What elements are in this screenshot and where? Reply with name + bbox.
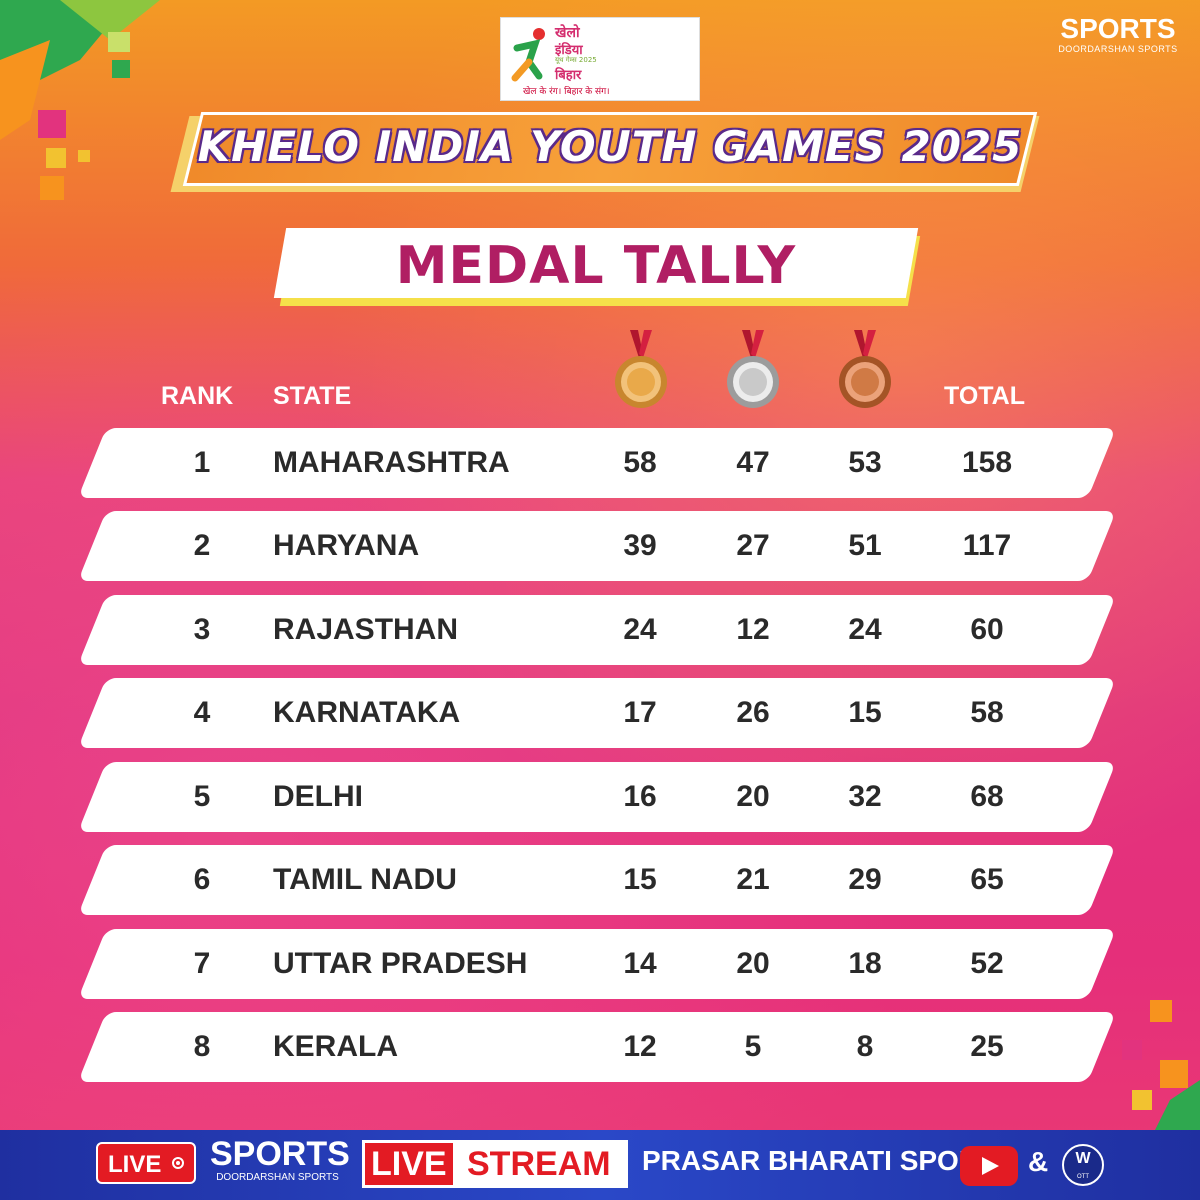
silver-cell: 27	[736, 529, 770, 562]
youtube-icon	[960, 1146, 1018, 1186]
rank-cell: 1	[193, 446, 211, 479]
state-cell: HARYANA	[273, 529, 420, 562]
sports-wordmark: SPORTS	[1060, 13, 1176, 44]
header-total: TOTAL	[944, 382, 1026, 410]
state-cell: RAJASTHAN	[273, 613, 459, 646]
gold-cell: 58	[623, 446, 657, 479]
bronze-medal-icon	[839, 330, 891, 408]
rank-cell: 5	[193, 780, 211, 813]
gold-cell: 15	[623, 863, 657, 896]
rank-cell: 6	[193, 863, 211, 896]
sports-subtitle: DOORDARSHAN SPORTS	[1058, 44, 1178, 54]
gold-cell: 12	[623, 1030, 657, 1063]
table-row: 4 KARNATAKA 17 26 15 58	[77, 678, 1118, 748]
live-badge: LIVE	[96, 1142, 196, 1184]
state-cell: KARNATAKA	[273, 696, 461, 729]
silver-cell: 21	[736, 863, 770, 896]
gold-cell: 39	[623, 529, 657, 562]
live-label: LIVE	[108, 1151, 162, 1178]
total-cell: 60	[970, 613, 1004, 646]
gold-medal-icon	[615, 330, 667, 408]
bronze-cell: 32	[848, 780, 882, 813]
stream-label: STREAM	[452, 1143, 625, 1185]
gold-cell: 16	[623, 780, 657, 813]
gold-cell: 14	[623, 947, 657, 980]
stream-live-label: LIVE	[365, 1143, 453, 1185]
table-row: 6 TAMIL NADU 15 21 29 65	[77, 845, 1118, 915]
state-cell: UTTAR PRADESH	[273, 947, 528, 980]
bronze-cell: 15	[848, 696, 882, 729]
table-row: 7 UTTAR PRADESH 14 20 18 52	[77, 929, 1118, 999]
corner-decoration	[0, 0, 160, 200]
total-cell: 58	[970, 696, 1004, 729]
footer-bar: LIVE SPORTS DOORDARSHAN SPORTS LIVE STRE…	[0, 1130, 1200, 1200]
bronze-cell: 8	[856, 1030, 874, 1063]
page-subtitle: MEDAL TALLY	[395, 236, 797, 296]
table-row: 8 KERALA 12 5 8 25	[77, 1012, 1118, 1082]
silver-cell: 5	[744, 1030, 762, 1063]
total-cell: 25	[970, 1030, 1004, 1063]
logo-line-1: खेलो	[555, 25, 580, 41]
page-title: KHELO INDIA YOUTH GAMES 2025	[197, 122, 1023, 171]
logo-line-4: बिहार	[555, 68, 582, 83]
ott-label: OTT	[1077, 1174, 1089, 1180]
logo-tagline: खेल के रंग। बिहार के संग।	[523, 87, 610, 97]
state-cell: MAHARASHTRA	[273, 446, 510, 479]
gold-cell: 24	[623, 613, 657, 646]
total-cell: 65	[970, 863, 1004, 896]
total-cell: 68	[970, 780, 1004, 813]
table-row: 1 MAHARASHTRA 58 47 53 158	[77, 428, 1118, 498]
footer-sports-subtitle: DOORDARSHAN SPORTS	[216, 1172, 339, 1183]
title-banner: KHELO INDIA YOUTH GAMES 2025	[170, 112, 1040, 194]
logo-line-3: यूथ गेम्स 2025	[555, 56, 597, 64]
rank-cell: 2	[193, 529, 211, 562]
state-cell: KERALA	[273, 1030, 398, 1063]
footer-sports-wordmark: SPORTS	[210, 1135, 350, 1173]
silver-cell: 20	[736, 947, 770, 980]
bronze-cell: 51	[848, 529, 882, 562]
waves-ott-icon: OTT	[1062, 1144, 1104, 1186]
silver-cell: 47	[736, 446, 770, 479]
state-cell: DELHI	[273, 780, 363, 813]
dd-sports-logo: SPORTS DOORDARSHAN SPORTS	[1058, 13, 1178, 55]
silver-cell: 12	[736, 613, 770, 646]
subtitle-banner: MEDAL TALLY	[273, 228, 921, 308]
header-rank: RANK	[161, 382, 234, 410]
khelo-india-logo: खेलो इंडिया यूथ गेम्स 2025 बिहार खेल के …	[500, 17, 700, 101]
silver-cell: 26	[736, 696, 770, 729]
runner-logo-icon	[511, 28, 545, 82]
table-row: 5 DELHI 16 20 32 68	[77, 762, 1118, 832]
corner-decoration	[1122, 1000, 1200, 1140]
header-state: STATE	[273, 382, 352, 410]
table-row: 3 RAJASTHAN 24 12 24 60	[77, 595, 1118, 665]
live-dot-icon	[172, 1157, 184, 1169]
channel-name: PRASAR BHARATI SPORTS	[642, 1145, 1015, 1176]
footer-sports-logo: SPORTS DOORDARSHAN SPORTS	[210, 1135, 350, 1183]
rank-cell: 3	[193, 613, 211, 646]
silver-cell: 20	[736, 780, 770, 813]
silver-medal-icon	[727, 330, 779, 408]
gold-cell: 17	[623, 696, 657, 729]
rank-cell: 7	[193, 947, 211, 980]
rank-cell: 4	[193, 696, 211, 729]
total-cell: 52	[970, 947, 1004, 980]
state-cell: TAMIL NADU	[273, 863, 457, 896]
live-stream-badge: LIVE STREAM	[362, 1140, 628, 1188]
bronze-cell: 18	[848, 947, 882, 980]
bronze-cell: 53	[848, 446, 882, 479]
rank-cell: 8	[193, 1030, 211, 1063]
total-cell: 158	[961, 446, 1013, 479]
logo-line-2: इंडिया	[555, 43, 583, 58]
bronze-cell: 24	[848, 613, 882, 646]
total-cell: 117	[962, 529, 1012, 562]
bronze-cell: 29	[848, 863, 882, 896]
table-row: 2 HARYANA 39 27 51 117	[77, 511, 1118, 581]
ampersand: &	[1028, 1146, 1049, 1177]
